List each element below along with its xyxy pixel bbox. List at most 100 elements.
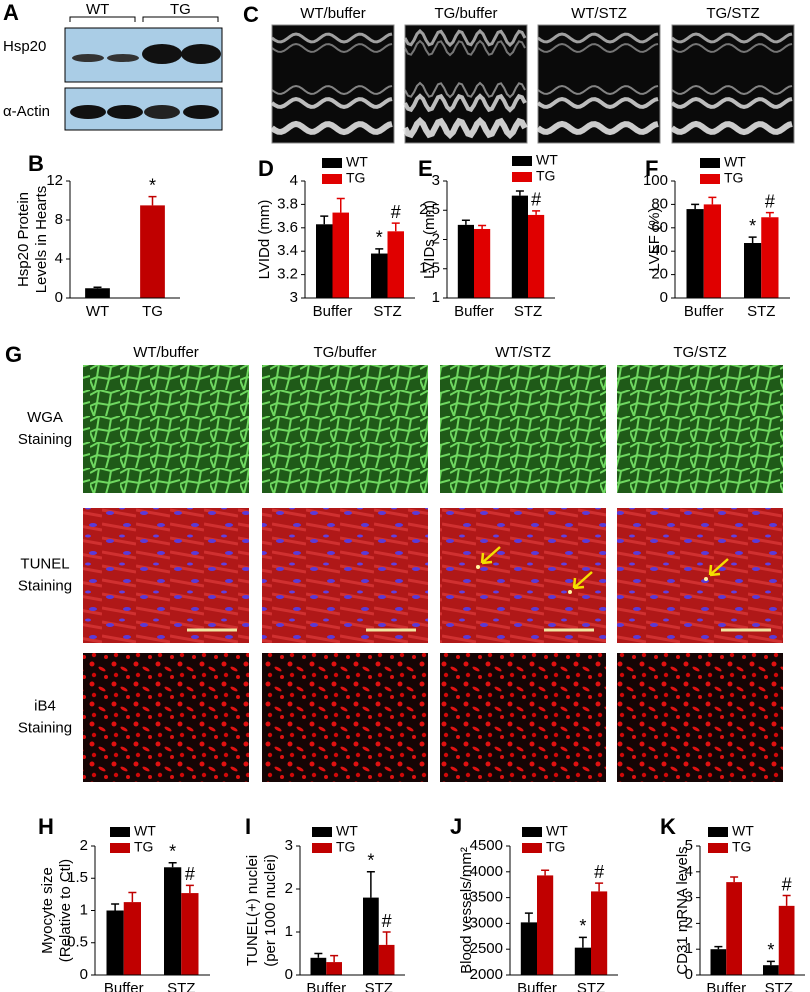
y-axis-label: CD31 mRNA levels (674, 846, 691, 974)
band (107, 105, 143, 119)
legend-label: WT (346, 154, 368, 170)
y-tick-label: 0 (55, 289, 63, 306)
annotation: # (782, 874, 792, 894)
row-label: WGA (27, 409, 63, 426)
error-bar (382, 931, 391, 945)
micrograph (262, 365, 428, 493)
y-tick-label: 3 (290, 289, 298, 306)
bar (378, 944, 395, 975)
y-tick-label: 3000 (470, 914, 503, 931)
band (70, 105, 106, 119)
y-tick-label: 3.6 (277, 219, 298, 236)
annotation: * (367, 851, 374, 871)
y-axis-label: (Relative to Ctl) (57, 859, 74, 962)
bar (164, 867, 182, 975)
annotation: # (382, 911, 392, 931)
legend-swatch (312, 827, 332, 837)
y-tick-label: 3.2 (277, 266, 298, 283)
error-bar (375, 248, 384, 254)
bar (316, 224, 333, 298)
micrograph (617, 508, 783, 643)
echo-trace (270, 96, 393, 110)
y-axis-label: Blood vessels/mm² (458, 847, 475, 974)
y-tick-label: 4000 (470, 863, 503, 880)
annotation: * (169, 842, 176, 862)
echo-trace (270, 120, 393, 136)
legend-swatch (512, 156, 532, 166)
legend-label: WT (134, 823, 156, 839)
y-tick-label: 1 (285, 923, 293, 940)
error-bar (714, 945, 723, 950)
error-bar (532, 210, 541, 215)
bar (703, 204, 721, 298)
bar (761, 217, 779, 298)
micrograph (83, 653, 249, 782)
y-tick-label: 2 (432, 230, 440, 247)
y-tick-label: 3 (685, 889, 693, 906)
row-label: Staining (18, 719, 72, 736)
bar (686, 209, 704, 298)
bar (106, 910, 124, 975)
error-bar (541, 869, 550, 876)
panel-label: A (3, 0, 19, 25)
y-axis-label: (per 1000 nuclei) (262, 854, 279, 967)
y-tick-label: 3 (285, 837, 293, 854)
axis (69, 181, 180, 299)
error-bar (478, 224, 487, 229)
y-axis-label: Myocyte size (39, 867, 56, 954)
panel-label: B (28, 151, 44, 176)
echo-trace (536, 96, 659, 110)
y-tick-label: 2500 (470, 940, 503, 957)
axis (446, 181, 555, 299)
row-label: TUNEL (20, 555, 69, 572)
bar (528, 214, 545, 298)
bracket (69, 16, 219, 22)
error-bar (148, 195, 157, 206)
y-axis-label: Levels in Hearts (33, 186, 50, 294)
y-tick-label: 1.5 (67, 869, 88, 886)
row-label: Staining (18, 577, 72, 594)
band (142, 44, 182, 64)
y-axis-label: LVEF (%) (646, 208, 663, 272)
echo-trace (670, 120, 793, 136)
annotation: * (149, 175, 156, 195)
micrograph (617, 365, 783, 493)
panel-label: F (645, 156, 658, 181)
echo-trace (402, 116, 528, 140)
y-tick-label: 0.5 (67, 934, 88, 951)
bar (574, 947, 591, 975)
bar (726, 882, 742, 975)
legend-label: TG (536, 168, 555, 184)
y-tick-label: 1.5 (419, 260, 440, 277)
y-tick-label: 3 (432, 172, 440, 189)
x-tick-label: Buffer (454, 303, 494, 320)
echo-trace (537, 84, 659, 96)
micrograph (83, 508, 249, 643)
y-tick-label: 3500 (470, 889, 503, 906)
micrograph (83, 365, 249, 493)
legend-swatch (522, 843, 542, 853)
tunel-dot (704, 577, 708, 581)
bar (310, 957, 327, 975)
error-bar (330, 954, 339, 963)
error-bar (185, 884, 194, 894)
legend-swatch (708, 827, 728, 837)
bar (181, 893, 199, 975)
bar (123, 902, 141, 975)
y-tick-label: 2 (80, 837, 88, 854)
echo-trace (404, 81, 526, 99)
y-tick-label: 80 (651, 195, 668, 212)
arrow (572, 571, 593, 590)
tunel-dot (476, 565, 480, 569)
column-title: WT/STZ (571, 5, 627, 22)
error-bar (168, 862, 177, 868)
y-tick-label: 2 (285, 880, 293, 897)
x-tick-label: STZ (514, 303, 542, 320)
column-title: TG/buffer (313, 344, 376, 361)
error-bar (730, 876, 739, 883)
echo-trace (271, 42, 393, 54)
error-bar (391, 222, 400, 232)
error-bar (766, 960, 775, 966)
echo-trace (671, 42, 793, 54)
